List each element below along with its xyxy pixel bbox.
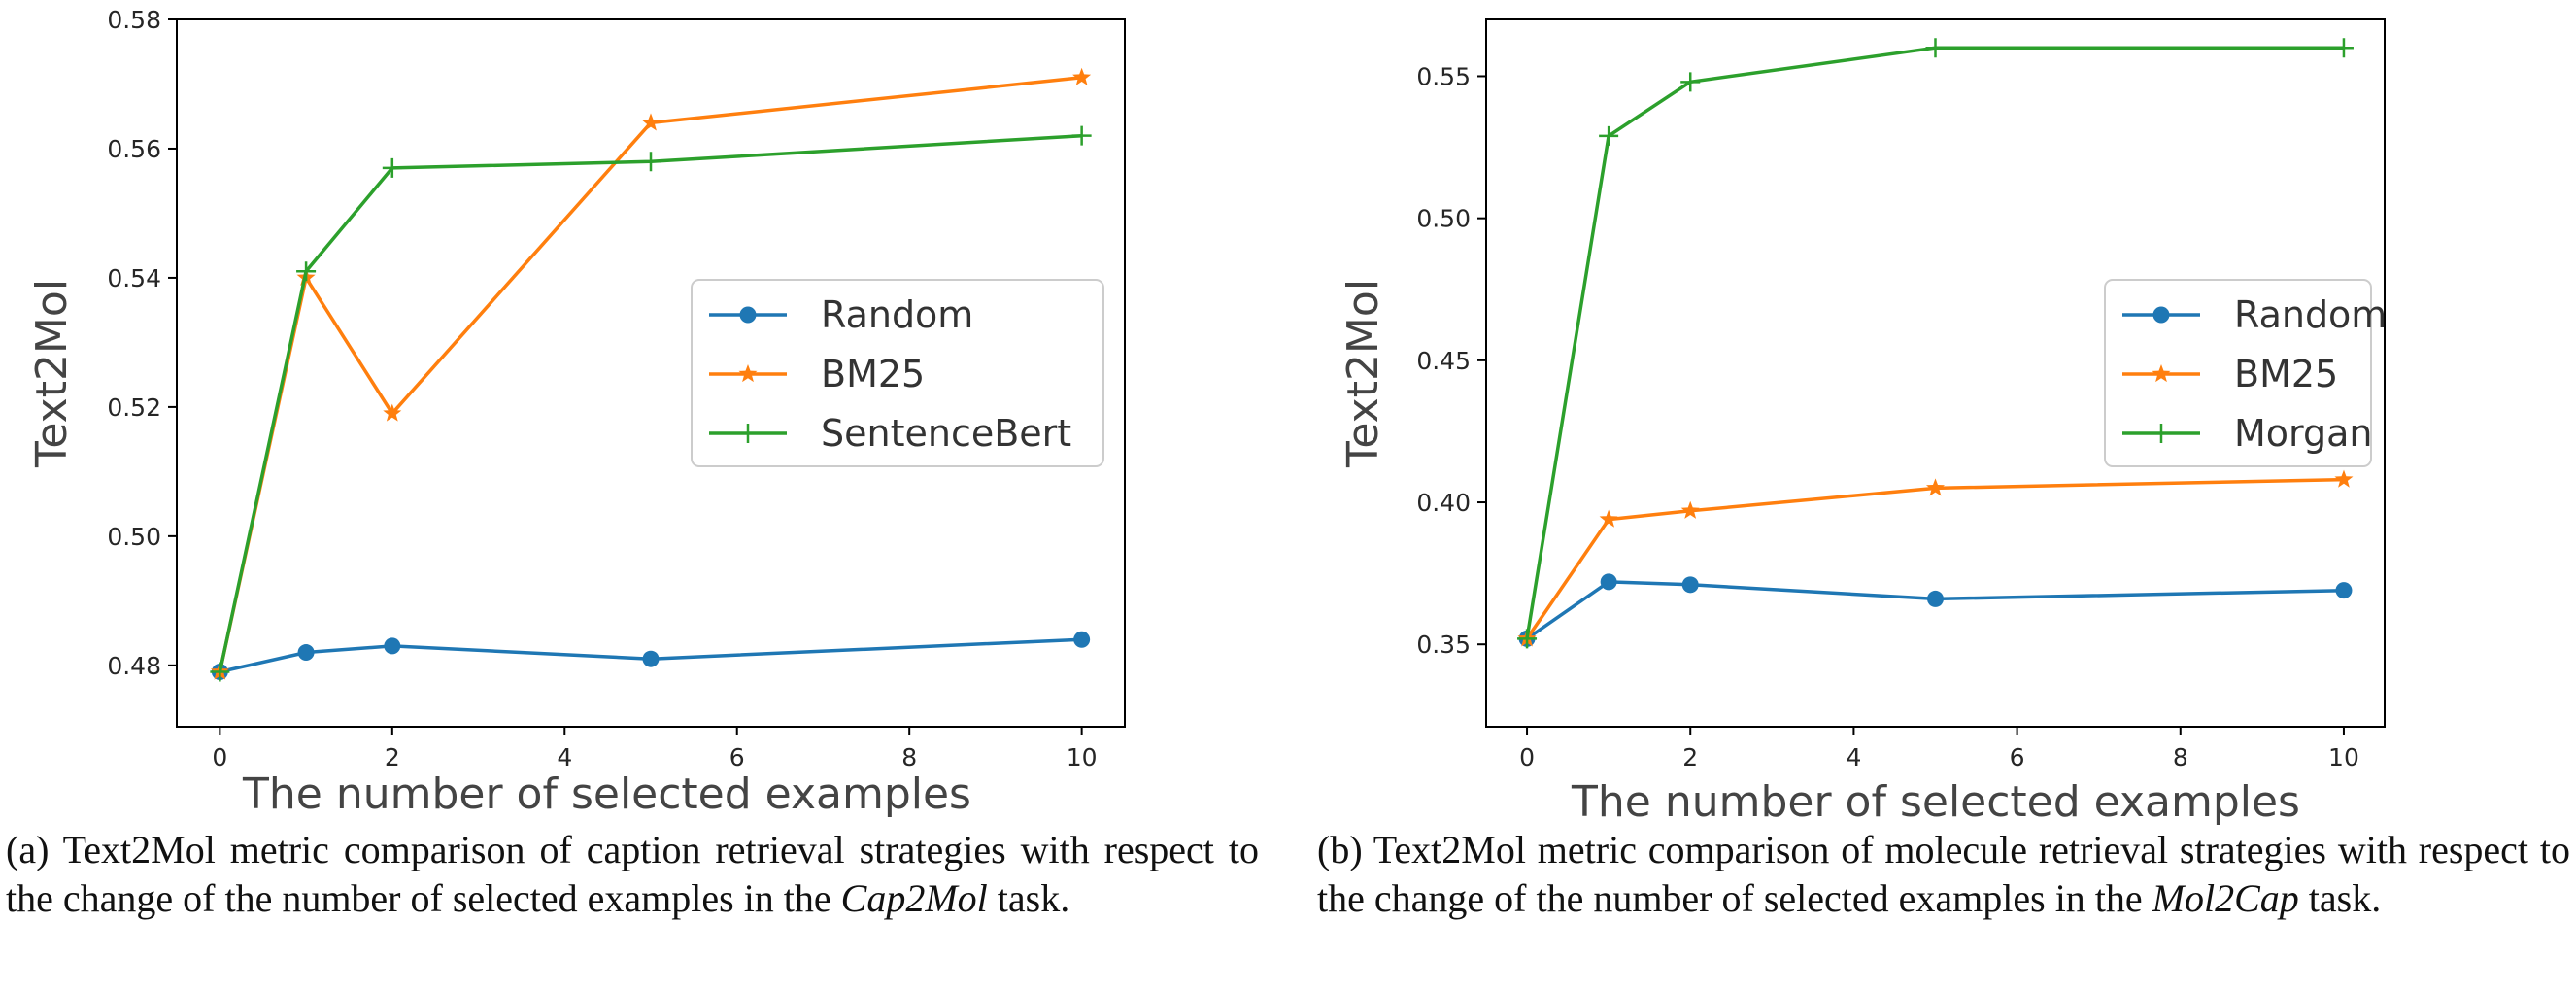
data-point-bm25-1 <box>1599 509 1618 528</box>
x-tick-label: 4 <box>557 743 572 771</box>
legend-label-bm25: BM25 <box>2234 353 2338 395</box>
caption-b-suffix: task. <box>2298 876 2382 920</box>
data-point-sentencebert-3 <box>641 152 661 172</box>
legend-label-bm25: BM25 <box>821 353 925 395</box>
data-point-random-3 <box>1927 590 1944 607</box>
data-point-sentencebert-2 <box>382 157 402 178</box>
y-tick-label: 0.40 <box>1416 489 1471 517</box>
y-tick-label: 0.50 <box>107 523 161 551</box>
x-tick-label: 0 <box>1519 743 1535 771</box>
legend-box <box>2104 279 2372 467</box>
x-tick-label: 8 <box>2173 743 2188 771</box>
y-axis-label: Text2Mol <box>1339 279 1388 468</box>
data-point-random-1 <box>297 644 315 662</box>
data-point-morgan-3 <box>1925 38 1946 58</box>
data-point-sentencebert-4 <box>1071 125 1092 146</box>
legend-marker-bm25 <box>738 364 758 383</box>
legend-marker-bm25 <box>2152 364 2171 383</box>
data-point-bm25-4 <box>2334 469 2354 488</box>
y-tick-label: 0.35 <box>1416 631 1471 659</box>
data-point-bm25-3 <box>1926 478 1945 496</box>
data-point-random-1 <box>1600 573 1617 591</box>
y-tick-label: 0.52 <box>107 393 161 422</box>
data-point-random-3 <box>642 650 660 667</box>
x-tick-label: 0 <box>212 743 227 771</box>
data-point-sentencebert-1 <box>296 261 317 282</box>
legend-marker-morgan <box>2152 424 2171 443</box>
data-point-random-4 <box>1073 631 1091 648</box>
caption-a-text: (a) Text2Mol metric comparison of captio… <box>6 828 1259 920</box>
data-point-morgan-0 <box>1517 629 1538 649</box>
data-point-morgan-2 <box>1680 72 1701 92</box>
x-tick-label: 2 <box>1682 743 1698 771</box>
y-tick-label: 0.55 <box>1416 62 1471 90</box>
legend: Random BM25 SentenceBert <box>691 279 1104 467</box>
y-tick-label: 0.56 <box>107 135 161 163</box>
chart-a: 0 2 4 6 8 10 0.48 0.50 0.52 0.54 0.56 0.58 The numbe… <box>27 6 1126 819</box>
legend-marker-random <box>2152 306 2170 324</box>
data-point-random-2 <box>384 637 401 655</box>
caption-b: (b) Text2Mol metric comparison of molecu… <box>1317 826 2570 923</box>
series-line-bm25 <box>1525 477 2345 640</box>
legend-label-sentencebert: SentenceBert <box>821 412 1071 455</box>
plot-frame <box>1485 18 2386 728</box>
data-point-bm25-2 <box>383 403 402 422</box>
legend-marker-random <box>739 306 757 324</box>
caption-a-task: Cap2Mol <box>840 876 988 920</box>
x-tick-label: 10 <box>2328 743 2359 771</box>
legend-marker-sentencebert <box>738 424 758 443</box>
data-point-morgan-1 <box>1599 125 1619 146</box>
y-tick-label: 0.45 <box>1416 347 1471 375</box>
data-point-bm25-4 <box>1072 67 1092 85</box>
chart-b: 0 2 4 6 8 10 0.35 0.40 0.45 0.50 0.55 The number of… <box>1339 18 2387 827</box>
legend-label-morgan: Morgan <box>2234 412 2372 455</box>
data-point-random-2 <box>1681 576 1699 594</box>
caption-a: (a) Text2Mol metric comparison of captio… <box>6 826 1259 923</box>
y-tick-label: 0.50 <box>1416 205 1471 233</box>
y-tick-label: 0.58 <box>107 6 161 34</box>
x-axis-label: The number of selected examples <box>1571 777 2300 827</box>
plot-frame <box>176 18 1126 728</box>
x-tick-label: 2 <box>385 743 400 771</box>
x-tick-label: 10 <box>1067 743 1098 771</box>
legend-box <box>691 279 1104 467</box>
data-point-bm25-2 <box>1680 500 1700 519</box>
legend: Random BM25 Morgan <box>2104 279 2387 467</box>
y-axis-label: Text2Mol <box>27 279 77 468</box>
x-tick-label: 6 <box>2010 743 2025 771</box>
x-tick-label: 8 <box>901 743 917 771</box>
y-tick-label: 0.48 <box>107 652 161 680</box>
caption-a-suffix: task. <box>987 876 1070 920</box>
y-tick-label: 0.54 <box>107 264 161 292</box>
data-point-random-4 <box>2335 582 2353 599</box>
caption-b-text: (b) Text2Mol metric comparison of molecu… <box>1317 828 2570 920</box>
x-tick-label: 6 <box>729 743 745 771</box>
caption-b-task: Mol2Cap <box>2152 876 2299 920</box>
legend-label-random: Random <box>821 293 973 336</box>
legend-label-random: Random <box>2234 293 2387 336</box>
x-axis-label: The number of selected examples <box>242 769 971 819</box>
series-line-random <box>1526 580 2345 640</box>
data-point-bm25-3 <box>641 113 661 131</box>
data-point-morgan-4 <box>2333 38 2354 58</box>
data-point-sentencebert-0 <box>210 662 230 682</box>
x-tick-label: 4 <box>1846 743 1861 771</box>
